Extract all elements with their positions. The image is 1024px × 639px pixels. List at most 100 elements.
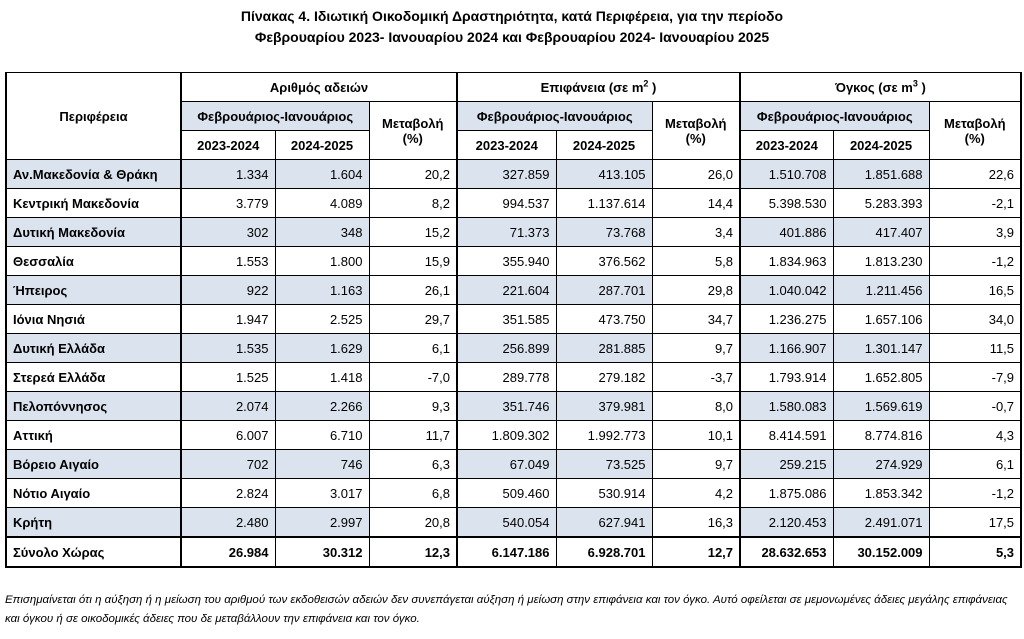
cell-p1: 302 [180,217,276,247]
cell-a2: 1.992.773 [555,420,653,450]
cell-v2: 1.569.619 [832,391,930,421]
cell-pc: 9,3 [368,391,458,421]
table-row: Νότιο Αιγαίο 2.824 3.017 6,8 509.460 530.914 4… [5,478,1023,508]
table-row: Ιόνια Νησιά 1.947 2.525 29,7 351.585 473.750 3… [5,304,1023,334]
region-name: Ιόνια Νησιά [5,304,182,334]
table-title: Πίνακας 4. Ιδιωτική Οικοδομική Δραστηριό… [0,6,1024,48]
header-permits: Αριθμός αδειών [180,72,458,102]
cell-p2: 1.163 [274,275,370,305]
cell-a1: 256.899 [456,333,557,363]
cell-a2: 376.562 [555,246,653,276]
cell-a2: 6.928.701 [555,536,653,568]
cell-vc: 6,1 [928,449,1023,479]
cell-vc: -1,2 [928,478,1023,508]
table-row: Θεσσαλία 1.553 1.800 15,9 355.940 376.562 5,8 1… [5,246,1023,276]
region-name: Κρήτη [5,507,182,538]
cell-vc: 3,9 [928,217,1023,247]
cell-a1: 994.537 [456,188,557,218]
cell-v2: 417.407 [832,217,930,247]
cell-pc: 15,9 [368,246,458,276]
cell-a2: 287.701 [555,275,653,305]
region-name: Βόρειο Αιγαίο [5,449,182,479]
cell-vc: 22,6 [928,159,1023,189]
cell-ac: 9,7 [651,333,741,363]
header-region: Περιφέρεια [5,72,182,160]
cell-v1: 28.632.653 [739,536,834,568]
cell-ac: 8,0 [651,391,741,421]
cell-pc: 20,8 [368,507,458,538]
cell-a1: 67.049 [456,449,557,479]
cell-pc: 6,3 [368,449,458,479]
cell-vc: 16,5 [928,275,1023,305]
cell-v2: 1.652.805 [832,362,930,392]
cell-v1: 5.398.530 [739,188,834,218]
cell-p2: 2.525 [274,304,370,334]
cell-ac: -3,7 [651,362,741,392]
cell-v2: 1.813.230 [832,246,930,276]
cell-v1: 1.040.042 [739,275,834,305]
cell-v1: 1.793.914 [739,362,834,392]
cell-v2: 274.929 [832,449,930,479]
cell-pc: -7,0 [368,362,458,392]
cell-p2: 4.089 [274,188,370,218]
cell-p2: 3.017 [274,478,370,508]
cell-pc: 12,3 [368,536,458,568]
region-name: Ήπειρος [5,275,182,305]
cell-v1: 2.120.453 [739,507,834,538]
cell-a2: 73.525 [555,449,653,479]
cell-pc: 6,8 [368,478,458,508]
cell-a2: 530.914 [555,478,653,508]
cell-a2: 73.768 [555,217,653,247]
cell-p2: 2.997 [274,507,370,538]
title-line-1: Πίνακας 4. Ιδιωτική Οικοδομική Δραστηριό… [240,8,784,24]
region-name: Θεσσαλία [5,246,182,276]
header-year-1: 2023-2024 [456,130,557,160]
table-row: Δυτική Μακεδονία 302 348 15,2 71.373 73.768 3,… [5,217,1023,247]
cell-ac: 3,4 [651,217,741,247]
cell-v2: 8.774.816 [832,420,930,450]
cell-v2: 5.283.393 [832,188,930,218]
cell-vc: -0,7 [928,391,1023,421]
footnote: Επισημαίνεται ότι η αύξηση ή η μείωση το… [5,594,1008,625]
cell-vc: 11,5 [928,333,1023,363]
cell-v2: 1.211.456 [832,275,930,305]
cell-pc: 15,2 [368,217,458,247]
title-line-2: Φεβρουαρίου 2023- Ιανουαρίου 2024 και Φε… [254,29,770,45]
cell-a1: 221.604 [456,275,557,305]
header-year-1: 2023-2024 [180,130,276,160]
cell-p1: 3.779 [180,188,276,218]
cell-vc: -7,9 [928,362,1023,392]
cell-pc: 6,1 [368,333,458,363]
cell-p2: 6.710 [274,420,370,450]
cell-v1: 401.886 [739,217,834,247]
cell-v1: 1.580.083 [739,391,834,421]
cell-a1: 71.373 [456,217,557,247]
cell-ac: 16,3 [651,507,741,538]
cell-v2: 30.152.009 [832,536,930,568]
cell-p2: 746 [274,449,370,479]
cell-p1: 2.074 [180,391,276,421]
cell-a2: 279.182 [555,362,653,392]
total-row: Σύνολο Χώρας 26.984 30.312 12,3 6.147.186 6.9… [5,536,1023,568]
cell-p1: 1.553 [180,246,276,276]
table-row: Δυτική Ελλάδα 1.535 1.629 6,1 256.899 281.885… [5,333,1023,363]
cell-ac: 29,8 [651,275,741,305]
table-row: Αν.Μακεδονία & Θράκη 1.334 1.604 20,2 327.85… [5,159,1023,189]
cell-p1: 702 [180,449,276,479]
cell-a2: 473.750 [555,304,653,334]
cell-pc: 8,2 [368,188,458,218]
cell-a1: 6.147.186 [456,536,557,568]
cell-a2: 281.885 [555,333,653,363]
cell-v1: 259.215 [739,449,834,479]
cell-v1: 1.510.708 [739,159,834,189]
cell-p1: 1.334 [180,159,276,189]
region-name: Δυτική Μακεδονία [5,217,182,247]
region-name: Σύνολο Χώρας [5,536,182,568]
cell-ac: 4,2 [651,478,741,508]
cell-p1: 1.525 [180,362,276,392]
cell-vc: 34,0 [928,304,1023,334]
region-name: Στερεά Ελλάδα [5,362,182,392]
region-name: Κεντρική Μακεδονία [5,188,182,218]
header-period-permits: Φεβρουάριος-Ιανουάριος [180,101,370,131]
cell-p1: 922 [180,275,276,305]
